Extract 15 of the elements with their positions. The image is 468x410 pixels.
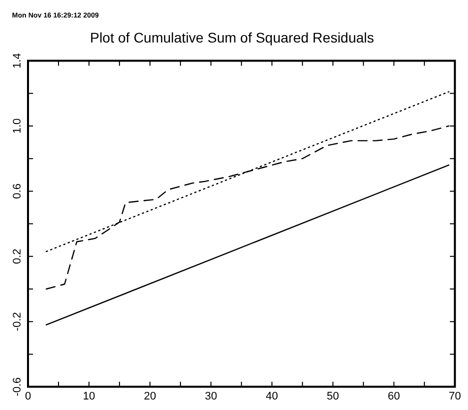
x-tick-label: 40 [266,390,278,402]
y-tick-label: 0.2 [12,248,24,264]
x-tick-label: 50 [326,390,340,402]
x-tick-label: 10 [82,390,96,402]
chart-title: Plot of Cumulative Sum of Squared Residuals [90,29,374,46]
y-tick-label: -0.2 [12,312,24,332]
x-tick-label: 70 [448,390,462,402]
y-tick-label: 1.4 [12,53,24,68]
x-tick-label: 0 [24,390,32,402]
y-tick-label: 1.0 [12,118,24,134]
y-tick-label: -0.6 [12,377,24,396]
x-tick-label: 30 [204,390,218,402]
x-tick-label: 20 [144,390,156,402]
x-tick-label: 60 [388,390,400,402]
y-tick-label: 0.6 [12,184,24,199]
